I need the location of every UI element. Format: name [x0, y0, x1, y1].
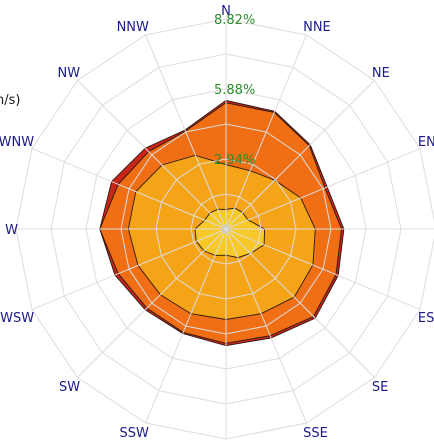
spoke-nne: [225, 34, 307, 230]
wind-rose-labels: NNNENEENEEESESESSESSSWSWWSWWWNWNWNNW2.94…: [0, 4, 434, 441]
direction-label-ese: ESE: [418, 311, 434, 326]
wind-rose-series-group: [99, 99, 345, 347]
direction-label-nw: NW: [58, 66, 81, 81]
ring-label-3: 8.82%: [214, 13, 255, 28]
spoke-ne: [225, 80, 375, 230]
ring-label-1: 2.94%: [214, 153, 255, 168]
spoke-wsw: [31, 228, 227, 310]
direction-label-wsw: WSW: [0, 311, 34, 326]
direction-label-wnw: WNW: [0, 135, 34, 150]
ring-label-2: 5.88%: [214, 83, 255, 98]
spoke-wnw: [31, 148, 227, 230]
direction-label-ene: ENE: [418, 135, 434, 150]
spoke-ese: [225, 228, 421, 310]
direction-label-sw: SW: [59, 380, 80, 395]
direction-label-sse: SSE: [303, 426, 328, 441]
direction-label-ne: NE: [372, 66, 390, 81]
spoke-sw: [77, 228, 227, 378]
spoke-sse: [225, 228, 307, 424]
units-label: n/s): [0, 93, 20, 108]
direction-label-n: N: [221, 4, 231, 19]
direction-label-ssw: SSW: [120, 426, 150, 441]
direction-label-nnw: NNW: [117, 20, 149, 35]
spoke-se: [225, 228, 375, 378]
spoke-nnw: [145, 34, 227, 230]
direction-label-nne: NNE: [303, 20, 331, 35]
direction-label-se: SE: [372, 380, 388, 395]
spoke-ene: [225, 148, 421, 230]
direction-label-w: W: [5, 223, 18, 238]
spoke-nw: [77, 80, 227, 230]
spoke-ssw: [145, 228, 227, 424]
wind-rose-grid: [15, 18, 434, 440]
